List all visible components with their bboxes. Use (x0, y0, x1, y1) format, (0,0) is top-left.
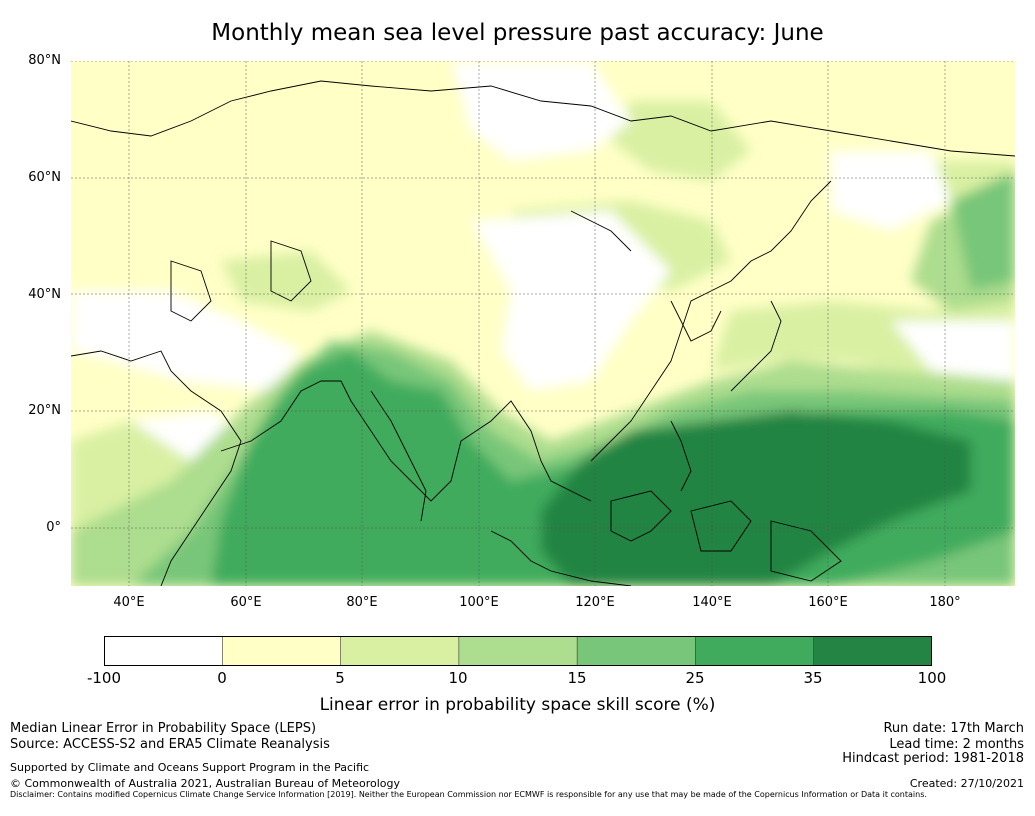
footer-lead-time: Lead time: 2 months (889, 737, 1024, 752)
colorbar-tick-0: 0 (217, 669, 227, 687)
colorbar-tick-100: 100 (917, 669, 947, 687)
lat-tick-60n: 60°N (28, 170, 61, 185)
skill-score-map (71, 61, 1015, 586)
colorbar-tick-5: 5 (335, 669, 345, 687)
colorbar-label: Linear error in probability space skill … (319, 695, 716, 715)
colorbar-bin-2 (340, 636, 460, 666)
lon-tick-160e: 160°E (808, 595, 848, 610)
footer-run-date: Run date: 17th March (883, 721, 1024, 736)
footer-disclaimer: Disclaimer: Contains modified Copernicus… (10, 790, 927, 799)
lon-tick-180: 180° (929, 595, 961, 610)
footer-copyright: © Commonwealth of Australia 2021, Austra… (10, 777, 400, 790)
colorbar-tick-10: 10 (448, 669, 468, 687)
skill-band-35-100 (541, 411, 971, 586)
lon-tick-140e: 140°E (692, 595, 732, 610)
colorbar-bin-4 (577, 636, 696, 666)
graticule (71, 61, 1015, 586)
lon-tick-60e: 60°E (230, 595, 262, 610)
footer-created-date: Created: 27/10/2021 (909, 777, 1024, 790)
colorbar-bin-6 (813, 636, 932, 666)
footer-support: Supported by Climate and Oceans Support … (10, 761, 370, 774)
lat-tick-40n: 40°N (28, 287, 61, 302)
lon-tick-40e: 40°E (113, 595, 145, 610)
map-title: Monthly mean sea level pressure past acc… (211, 20, 824, 46)
lon-tick-80e: 80°E (346, 595, 378, 610)
colorbar-bin-0 (104, 636, 223, 666)
lon-tick-100e: 100°E (459, 595, 499, 610)
skill-band-neg (451, 61, 631, 161)
colorbar-tick-neg100: -100 (86, 669, 122, 687)
colorbar-bin-5 (695, 636, 815, 666)
colorbar-bin-3 (458, 636, 578, 666)
colorbar (104, 636, 932, 666)
footer-hindcast-period: Hindcast period: 1981-2018 (842, 751, 1024, 766)
lon-tick-120e: 120°E (575, 595, 615, 610)
colorbar-tick-15: 15 (567, 669, 587, 687)
footer-source: Source: ACCESS-S2 and ERA5 Climate Reana… (10, 737, 330, 752)
colorbar-tick-35: 35 (803, 669, 823, 687)
colorbar-bin-1 (222, 636, 342, 666)
lat-tick-80n: 80°N (28, 53, 61, 68)
lat-tick-20n: 20°N (28, 403, 61, 418)
colorbar-tick-25: 25 (685, 669, 705, 687)
lat-tick-0: 0° (46, 520, 61, 535)
footer-method: Median Linear Error in Probability Space… (10, 721, 317, 736)
